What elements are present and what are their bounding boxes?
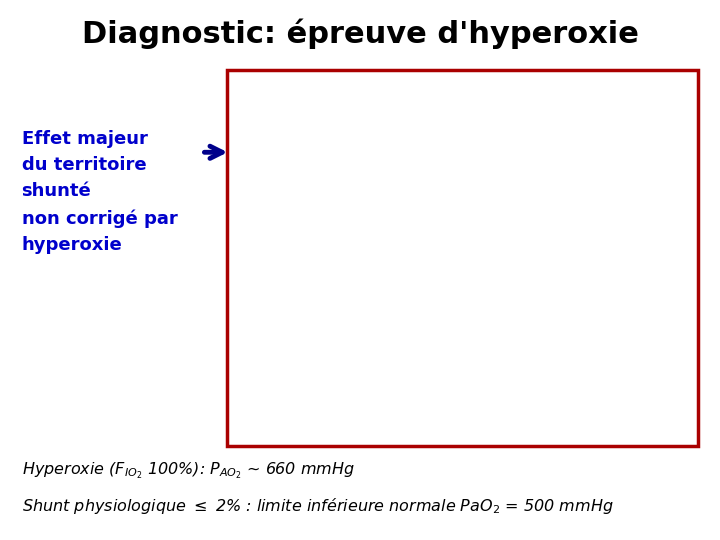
X-axis label: $P_{O_2}$ (mmHg): $P_{O_2}$ (mmHg) bbox=[454, 436, 521, 451]
Text: Diagnostic: épreuve d'hyperoxie: Diagnostic: épreuve d'hyperoxie bbox=[81, 19, 639, 49]
Text: Hyperoxie ($F_{IO_2}$ 100%): $P_{AO_2}$ ~ 660 mmHg: Hyperoxie ($F_{IO_2}$ 100%): $P_{AO_2}$ … bbox=[22, 460, 354, 481]
Text: $O_2$ PUR: $O_2$ PUR bbox=[567, 174, 603, 188]
Title: Courbe de dissociation de l'O$_2$: Courbe de dissociation de l'O$_2$ bbox=[409, 80, 567, 94]
Y-axis label: Concentration en O$_2$ (ml / 100 ml): Concentration en O$_2$ (ml / 100 ml) bbox=[250, 169, 263, 336]
Text: Shunt physiologique $\leq$ 2% : limite inférieure normale PaO$_2$ = 500 mmHg: Shunt physiologique $\leq$ 2% : limite i… bbox=[22, 496, 613, 516]
Text: Effet majeur
du territoire
shunté
non corrigé par
hyperoxie: Effet majeur du territoire shunté non co… bbox=[22, 130, 177, 254]
